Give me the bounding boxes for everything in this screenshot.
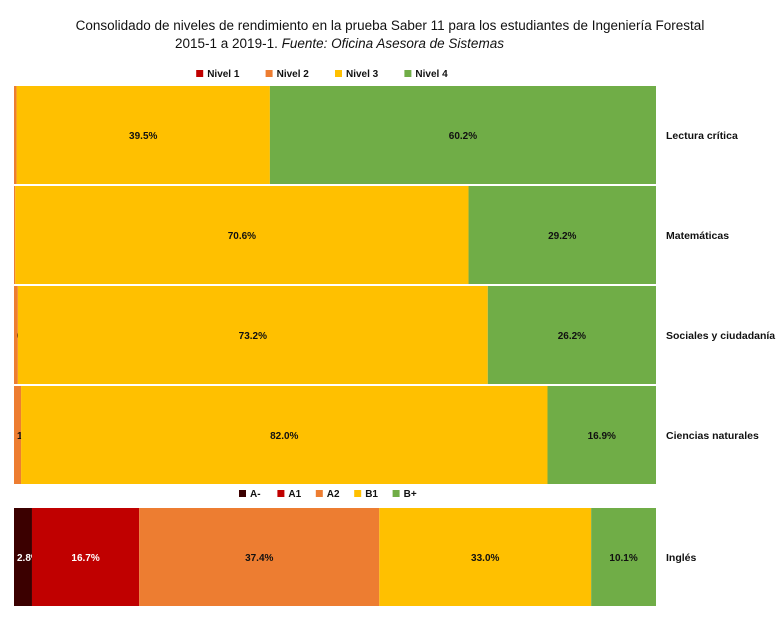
bar-ciencias-naturales-nivel-3 [21,386,548,484]
legend-label-nivel-1: Nivel 1 [207,69,240,80]
legend-swatch-b1 [354,490,362,497]
data-label-lectura-critica-nivel-4: 60.2% [449,131,477,142]
bar-ciencias-naturales-nivel-4 [547,386,656,484]
legend-label-nivel-2: Nivel 2 [277,69,310,80]
legend-label-nivel-4: Nivel 4 [415,69,448,80]
bar-sociales-y-ciudadania-nivel-2 [14,286,18,384]
legend-label-a2: A2 [327,489,340,500]
data-label-matematicas-nivel-3: 70.6% [228,231,256,242]
legend-label-b1: B1 [365,489,378,500]
bar-lectura-critica-nivel-3 [16,86,270,184]
legend-label-nivel-3: Nivel 3 [346,69,379,80]
bar-sociales-y-ciudadania-nivel-3 [17,286,488,384]
chart-title-line1: Consolidado de niveles de rendimiento en… [75,18,705,33]
data-label-lectura-critica-nivel-3: 39.5% [129,131,157,142]
data-label-ciencias-naturales-nivel-3: 82.0% [270,431,298,442]
category-label-matematicas: Matemáticas [666,230,729,242]
bar-lectura-critica-nivel-2 [14,86,17,184]
data-label-ingles-a2: 37.4% [245,553,273,564]
bar-matematicas-nivel-2 [14,186,16,284]
data-label-ingles-bplus: 10.1% [609,553,637,564]
legend-label-aminus: A- [250,489,261,500]
bar-ingles-bplus [591,508,656,606]
data-label-ingles-a1: 16.7% [71,553,99,564]
chart-title-line2: 2015-1 a 2019-1. Fuente: Oficina Asesora… [175,35,504,53]
bar-matematicas-nivel-4 [468,186,656,284]
category-label-lectura-critica: Lectura crítica [666,130,738,142]
data-label-ingles-aminus: 2.8% [17,553,40,564]
bar-matematicas-nivel-3 [15,186,469,284]
legend-label-a1: A1 [288,489,301,500]
legend-swatch-a2 [315,490,323,497]
legend-swatch-nivel-3 [335,70,342,77]
legend-swatch-nivel-1 [196,70,204,77]
bar-sociales-y-ciudadania-nivel-4 [487,286,656,384]
bar-ciencias-naturales-nivel-2 [14,386,22,484]
category-label-ciencias-naturales: Ciencias naturales [666,430,759,442]
legend-swatch-nivel-4 [404,70,412,77]
legend-label-bplus: B+ [404,489,417,500]
legend-swatch-a1 [277,490,285,497]
data-label-sociales-y-ciudadania-nivel-3: 73.2% [239,331,267,342]
chart-title-period: 2015-1 a 2019-1. [175,36,282,51]
bar-ingles-a2 [139,508,380,606]
data-label-ingles-b1: 33.0% [471,553,499,564]
legend-swatch-bplus [392,490,400,497]
category-label-ingles: Inglés [666,552,697,564]
bar-lectura-critica-nivel-4 [269,86,656,184]
bar-ingles-b1 [379,508,592,606]
bar-ingles-a1 [31,508,140,606]
chart-title-source: Fuente: Oficina Asesora de Sistemas [281,36,504,51]
data-label-sociales-y-ciudadania-nivel-4: 26.2% [558,331,586,342]
bar-ingles-aminus [14,508,32,606]
legend-swatch-aminus [239,490,246,497]
data-label-matematicas-nivel-4: 29.2% [548,231,576,242]
legend-swatch-nivel-2 [265,70,273,77]
category-label-sociales-y-ciudadania: Sociales y ciudadanía [666,330,775,342]
data-label-ciencias-naturales-nivel-4: 16.9% [588,431,616,442]
